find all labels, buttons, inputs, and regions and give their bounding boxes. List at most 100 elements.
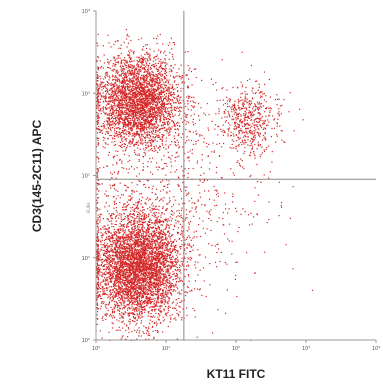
data-point [167, 281, 169, 283]
data-point [131, 105, 133, 107]
data-point [195, 267, 197, 269]
data-point [131, 71, 133, 73]
data-point [153, 116, 155, 118]
data-point [154, 113, 156, 116]
data-point [155, 73, 158, 76]
data-point [145, 103, 147, 105]
data-point [161, 68, 164, 70]
data-point [136, 105, 138, 107]
data-point [135, 240, 138, 242]
data-point [118, 131, 120, 133]
data-point [119, 158, 121, 161]
data-point [154, 300, 156, 302]
data-point [157, 109, 159, 111]
data-point [110, 254, 112, 257]
data-point [96, 234, 98, 236]
data-point [118, 122, 120, 124]
data-point [143, 108, 145, 110]
data-point [159, 85, 161, 87]
data-point [133, 111, 135, 113]
data-point [110, 280, 112, 282]
data-point [130, 74, 132, 76]
data-point [169, 277, 172, 279]
data-point [141, 113, 143, 115]
data-point [147, 69, 149, 71]
data-point [191, 84, 193, 86]
data-point [107, 132, 109, 134]
data-point [104, 250, 106, 252]
data-point [157, 290, 159, 292]
data-point [133, 50, 135, 53]
data-point [123, 230, 125, 232]
data-point [159, 111, 161, 113]
data-point [173, 240, 175, 242]
data-point [119, 305, 121, 307]
data-point [148, 233, 150, 235]
data-point [125, 312, 127, 314]
data-point [153, 126, 155, 128]
data-point [163, 241, 165, 243]
data-point [138, 89, 140, 91]
data-point [122, 140, 124, 143]
data-point [146, 98, 148, 100]
data-point [142, 102, 144, 104]
data-point [129, 55, 131, 57]
data-point [136, 72, 139, 74]
data-point [125, 257, 127, 259]
data-point [125, 124, 128, 126]
data-point [149, 134, 151, 136]
data-point [115, 294, 117, 296]
data-point [110, 272, 112, 274]
data-point [114, 223, 116, 225]
data-point [113, 68, 115, 70]
data-point [108, 230, 110, 232]
data-point [142, 124, 144, 126]
data-point [142, 46, 145, 48]
data-point [142, 108, 144, 110]
data-point [145, 81, 147, 83]
data-point [144, 119, 147, 121]
data-point [123, 293, 125, 295]
data-point [159, 315, 161, 317]
data-point [146, 44, 148, 46]
data-point [139, 137, 141, 139]
data-point [210, 78, 212, 80]
data-point [152, 136, 154, 138]
data-point [123, 107, 125, 109]
data-point [138, 103, 140, 105]
data-point [167, 145, 170, 147]
data-point [103, 124, 105, 126]
data-point [141, 138, 143, 140]
data-point [154, 298, 156, 300]
data-point [114, 130, 116, 132]
data-point [130, 57, 132, 59]
data-point [121, 250, 123, 252]
data-point [115, 108, 117, 110]
data-point [153, 80, 155, 82]
data-point [123, 94, 125, 96]
data-point [123, 72, 125, 75]
data-point [130, 113, 132, 115]
data-point [136, 122, 138, 124]
data-point [176, 97, 178, 99]
data-point [143, 332, 145, 334]
data-point [188, 96, 190, 98]
data-point [121, 85, 123, 87]
data-point [173, 224, 175, 226]
data-point [124, 300, 126, 302]
data-point [157, 83, 159, 85]
data-point [139, 96, 142, 98]
data-point [133, 283, 135, 285]
data-point [149, 78, 151, 80]
data-point [137, 231, 139, 233]
data-point [156, 101, 158, 103]
data-point [105, 86, 107, 88]
data-point [108, 75, 110, 77]
data-point [97, 91, 100, 93]
data-point [140, 193, 143, 195]
data-point [162, 134, 165, 136]
data-point [151, 234, 153, 236]
data-point [103, 78, 105, 80]
data-point [130, 141, 132, 143]
data-point [144, 99, 146, 101]
